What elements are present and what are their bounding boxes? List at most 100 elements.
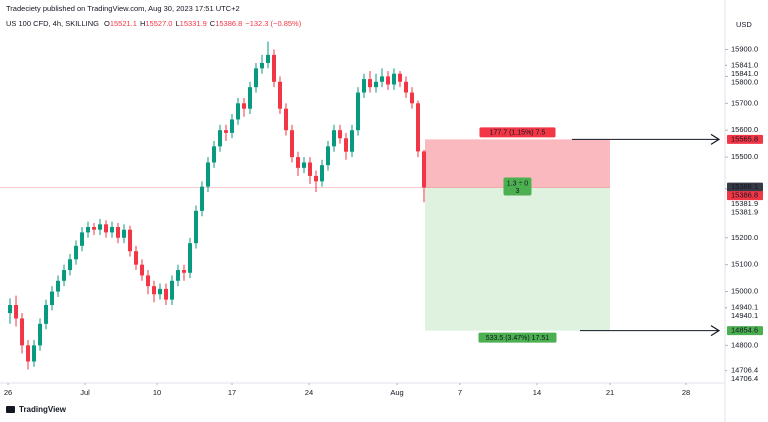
price-label-box bbox=[727, 191, 763, 201]
price-label: 14706.4 bbox=[731, 366, 758, 375]
ohlc-value: 15521.1 bbox=[110, 19, 137, 28]
candle-body bbox=[8, 305, 13, 314]
price-label: 15841.0 bbox=[731, 69, 758, 78]
stop-label-box bbox=[479, 127, 556, 138]
candle-body bbox=[278, 81, 283, 109]
x-tick-label: 21 bbox=[606, 388, 614, 397]
candle-body bbox=[206, 162, 211, 187]
candle-body bbox=[290, 130, 295, 158]
candle-body bbox=[415, 103, 420, 152]
candle-body bbox=[230, 119, 235, 133]
candle-body bbox=[92, 227, 97, 230]
candle-body bbox=[284, 108, 289, 131]
candle-body bbox=[20, 318, 25, 346]
candle-body bbox=[212, 146, 217, 163]
candle-body bbox=[122, 229, 127, 238]
target-label-box bbox=[478, 332, 557, 343]
y-tick-label: 15900.0 bbox=[731, 44, 758, 53]
brand-logo: TradingView bbox=[6, 405, 67, 414]
candle-body bbox=[379, 76, 384, 82]
candle-body bbox=[338, 130, 343, 139]
candle-body bbox=[266, 54, 271, 63]
candle-body bbox=[74, 245, 79, 260]
candle-body bbox=[164, 288, 169, 300]
x-tick-label: 10 bbox=[153, 388, 161, 397]
price-label: 15381.9 bbox=[731, 199, 758, 208]
ratio: 3 bbox=[516, 188, 520, 195]
price-label: 14940.1 bbox=[731, 303, 758, 312]
candle-body bbox=[320, 165, 325, 182]
price-label-box bbox=[727, 326, 763, 336]
candle-body bbox=[373, 81, 378, 88]
publisher: Tradeciety published on TradingView.com,… bbox=[6, 4, 240, 13]
y-tick-label: 15000.0 bbox=[731, 287, 758, 296]
x-tick-label: 14 bbox=[533, 388, 541, 397]
stop-label: 177.7 (1.15%) 7.5 bbox=[490, 130, 546, 137]
ohlc-value: 15527.0 bbox=[145, 19, 172, 28]
candle-body bbox=[80, 232, 85, 246]
candle-body bbox=[361, 79, 366, 93]
candle-body bbox=[68, 259, 73, 271]
candle-body bbox=[176, 270, 181, 281]
y-tick-label: 15800.0 bbox=[731, 77, 758, 86]
ohlc-key: H bbox=[140, 19, 145, 28]
price-label: 15841.0 bbox=[731, 60, 758, 69]
candle-body bbox=[385, 76, 390, 85]
candle-body bbox=[409, 92, 414, 104]
candle-body bbox=[116, 227, 121, 238]
x-tick-label: 28 bbox=[682, 388, 690, 397]
price-label: 15565.8 bbox=[731, 134, 758, 143]
candle-body bbox=[32, 345, 37, 362]
price-label: 14854.6 bbox=[731, 326, 758, 335]
candle-body bbox=[110, 227, 115, 233]
candle-body bbox=[332, 130, 337, 147]
symbol-title: US 100 CFD, 4h, SKILLING bbox=[6, 19, 99, 28]
candle-body bbox=[44, 305, 49, 324]
candle-body bbox=[344, 138, 349, 152]
candle-body bbox=[391, 73, 396, 85]
candle-body bbox=[140, 264, 145, 276]
target-label: 533.5 (3.47%) 17.51 bbox=[486, 335, 550, 342]
brand: TradingView bbox=[19, 405, 67, 414]
candle-body bbox=[260, 62, 265, 69]
candle-body bbox=[367, 79, 372, 88]
candle-body bbox=[326, 146, 331, 166]
candle-body bbox=[272, 54, 277, 82]
ohlc-key: O bbox=[104, 19, 110, 28]
candle-body bbox=[194, 210, 199, 244]
x-tick-label: 7 bbox=[458, 388, 462, 397]
candle-body bbox=[224, 130, 229, 133]
candle-body bbox=[152, 286, 157, 295]
candle-body bbox=[56, 280, 61, 292]
candle-body bbox=[350, 130, 355, 152]
symbol-legend: US 100 CFD, 4h, SKILLING O15521.1 H15527.0… bbox=[6, 19, 302, 28]
change: −132.3 (−0.85%) bbox=[245, 19, 301, 28]
ohlc-value: 15331.9 bbox=[180, 19, 207, 28]
candle-body bbox=[26, 345, 31, 362]
ohlc-key: L bbox=[175, 19, 179, 28]
candle-body bbox=[236, 103, 241, 120]
candle-body bbox=[200, 186, 205, 211]
candle-body bbox=[248, 87, 253, 109]
candle-body bbox=[182, 270, 187, 273]
y-tick-label: 14800.0 bbox=[731, 340, 758, 349]
price-label: 15388.1 bbox=[731, 182, 758, 191]
candle-body bbox=[242, 103, 247, 109]
candle-body bbox=[62, 270, 67, 281]
candle-body bbox=[421, 151, 426, 188]
price-label: 15386.8 bbox=[731, 191, 758, 200]
candle-body bbox=[403, 81, 408, 93]
candle-body bbox=[218, 130, 223, 147]
candle-body bbox=[296, 157, 301, 168]
candle-body bbox=[38, 323, 43, 346]
y-tick-label: 15100.0 bbox=[731, 260, 758, 269]
target-zone bbox=[424, 187, 610, 331]
candle-body bbox=[188, 243, 193, 273]
x-tick-label: Jul bbox=[80, 388, 90, 397]
candle-body bbox=[356, 92, 361, 131]
stop-arrow-head bbox=[710, 133, 721, 145]
y-tick-label: 15500.0 bbox=[731, 152, 758, 161]
